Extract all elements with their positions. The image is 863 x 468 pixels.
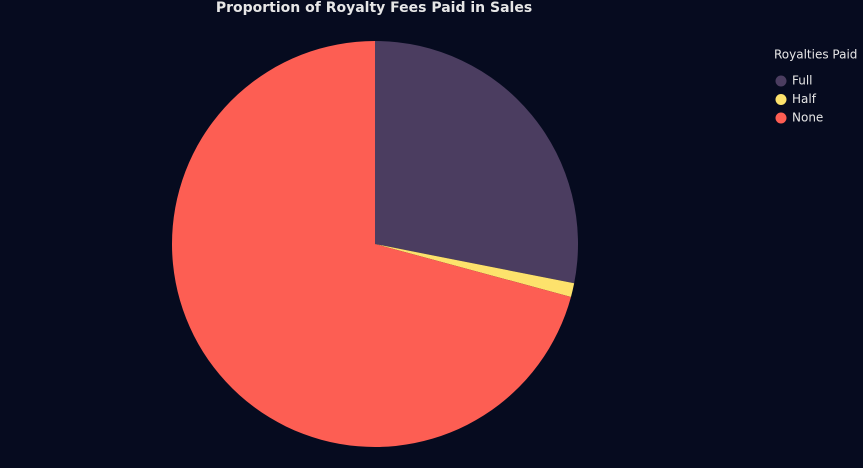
legend-label[interactable]: Full (792, 74, 813, 88)
legend-swatch[interactable] (775, 112, 787, 124)
pie-slice (375, 41, 578, 284)
legend-label[interactable]: None (792, 111, 823, 125)
legend-title: Royalties Paid (774, 48, 857, 62)
chart-title: Proportion of Royalty Fees Paid in Sales (216, 0, 532, 16)
legend-swatch[interactable] (775, 75, 787, 87)
pie-slice (172, 41, 571, 447)
legend-swatch[interactable] (775, 94, 787, 105)
legend-label[interactable]: Half (792, 92, 817, 106)
pie-slice (375, 244, 575, 297)
